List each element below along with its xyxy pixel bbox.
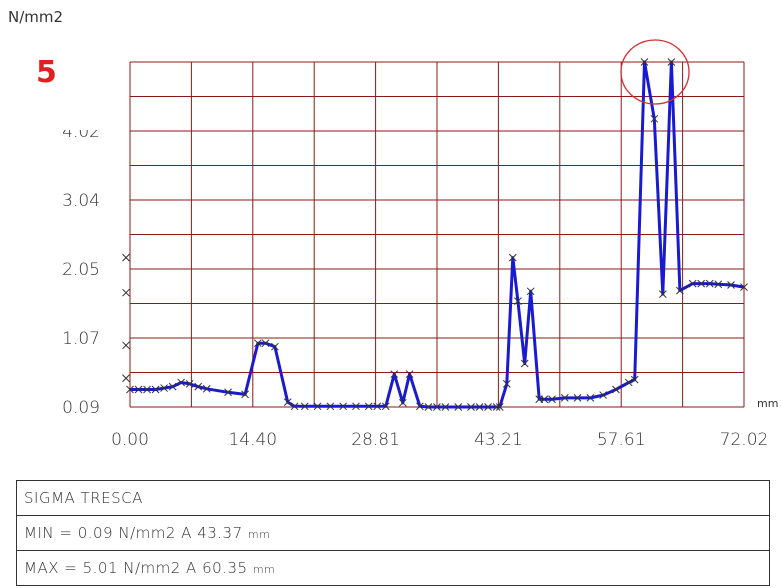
data-point-marker bbox=[640, 58, 649, 66]
summary-min-text: MIN = 0.09 N/mm2 A 43.37 bbox=[24, 524, 243, 542]
data-point-marker bbox=[390, 370, 399, 378]
x-axis-tick-labels: 0.00 14.40 28.81 43.21 57.61 72.02 bbox=[111, 430, 768, 450]
data-point-marker bbox=[424, 403, 433, 411]
figure-number-badge: 5 bbox=[36, 55, 57, 90]
data-point-marker bbox=[667, 58, 676, 66]
data-point-marker bbox=[540, 395, 549, 404]
data-point-marker bbox=[339, 402, 347, 411]
data-point-marker bbox=[492, 403, 501, 411]
data-point-marker bbox=[143, 385, 151, 394]
data-point-marker bbox=[586, 394, 595, 402]
data-point-marker bbox=[484, 403, 492, 411]
data-point-marker bbox=[475, 403, 484, 411]
y-tick-label: 0.09 bbox=[62, 398, 100, 418]
x-tick-label: 43.21 bbox=[474, 430, 523, 450]
summary-max-unit: mm bbox=[252, 563, 276, 576]
clipped-label-mask bbox=[20, 118, 120, 130]
data-point-marker bbox=[416, 402, 424, 411]
data-point-marker bbox=[508, 253, 517, 262]
data-point-marker bbox=[185, 380, 194, 388]
data-point-marker bbox=[454, 403, 463, 411]
data-point-marker bbox=[740, 283, 748, 291]
y-axis-unit: N/mm2 bbox=[8, 8, 63, 26]
data-point-marker bbox=[168, 382, 177, 391]
summary-table: SIGMA TRESCA MIN = 0.09 N/mm2 A 43.37 mm… bbox=[16, 480, 770, 586]
data-point-marker bbox=[612, 385, 620, 394]
data-point-marker bbox=[688, 279, 697, 288]
x-tick-label: 0.00 bbox=[111, 430, 149, 450]
data-point-marker bbox=[658, 290, 667, 298]
data-point-marker bbox=[194, 382, 203, 391]
y-axis-tick-labels: 0.091.072.053.044.02 bbox=[62, 122, 100, 418]
data-point-marker bbox=[495, 403, 504, 411]
data-point-marker bbox=[241, 390, 249, 399]
x-tick-label: 72.02 bbox=[720, 430, 769, 450]
data-point-marker bbox=[313, 402, 322, 411]
data-point-marker bbox=[630, 375, 639, 384]
data-point-marker bbox=[624, 378, 633, 387]
data-point-marker bbox=[271, 342, 279, 351]
summary-max-text: MAX = 5.01 N/mm2 A 60.35 bbox=[24, 559, 248, 577]
data-point-marker bbox=[526, 287, 535, 296]
tresca-series bbox=[130, 60, 745, 409]
max-highlight-circle bbox=[620, 39, 690, 105]
data-point-marker bbox=[122, 253, 130, 262]
data-point-marker bbox=[599, 391, 608, 399]
data-point-marker bbox=[373, 402, 382, 411]
y-tick-label: 2.05 bbox=[62, 260, 100, 280]
data-point-marker bbox=[300, 402, 309, 411]
data-point-marker bbox=[398, 398, 407, 407]
data-point-marker bbox=[520, 359, 529, 368]
data-point-marker bbox=[160, 384, 168, 392]
data-markers bbox=[122, 58, 748, 411]
data-point-marker bbox=[433, 403, 441, 411]
summary-min: MIN = 0.09 N/mm2 A 43.37 mm bbox=[16, 515, 770, 551]
x-tick-label: 14.40 bbox=[228, 430, 277, 450]
data-point-marker bbox=[122, 288, 130, 297]
x-tick-label: 28.81 bbox=[351, 430, 400, 450]
data-point-marker bbox=[714, 280, 723, 289]
data-point-marker bbox=[326, 402, 335, 411]
x-tick-label: 57.61 bbox=[597, 430, 646, 450]
data-point-marker bbox=[122, 341, 130, 350]
data-point-marker bbox=[261, 339, 270, 348]
data-point-marker bbox=[705, 279, 714, 288]
data-point-marker bbox=[548, 395, 556, 404]
series-line bbox=[130, 60, 745, 409]
data-point-marker bbox=[697, 279, 706, 288]
data-point-marker bbox=[202, 384, 211, 393]
data-point-marker bbox=[177, 378, 186, 387]
data-point-marker bbox=[560, 394, 569, 402]
data-point-marker bbox=[290, 402, 299, 411]
summary-max: MAX = 5.01 N/mm2 A 60.35 mm bbox=[16, 550, 770, 586]
data-point-marker bbox=[254, 339, 262, 348]
data-point-marker bbox=[126, 385, 134, 394]
data-point-marker bbox=[676, 286, 684, 295]
data-point-marker bbox=[405, 370, 414, 378]
summary-min-unit: mm bbox=[247, 528, 271, 541]
data-point-marker bbox=[727, 281, 735, 289]
data-point-marker bbox=[467, 403, 475, 411]
summary-title: SIGMA TRESCA bbox=[16, 480, 770, 516]
chart-grid bbox=[129, 61, 745, 408]
x-axis-unit: mm bbox=[757, 397, 778, 410]
data-point-marker bbox=[502, 380, 511, 388]
data-point-marker bbox=[151, 385, 160, 394]
data-point-marker bbox=[122, 374, 130, 383]
stress-chart: 0.091.072.053.044.02 0.00 14.40 28.81 43.21… bbox=[8, 8, 778, 450]
data-point-marker bbox=[650, 114, 659, 123]
data-point-marker bbox=[134, 385, 143, 394]
data-point-marker bbox=[514, 297, 522, 305]
data-point-marker bbox=[352, 402, 360, 411]
y-tick-label: 1.07 bbox=[62, 329, 100, 349]
y-tick-label: 3.04 bbox=[62, 191, 100, 211]
data-point-marker bbox=[364, 402, 373, 411]
data-point-marker bbox=[441, 403, 450, 411]
data-point-marker bbox=[224, 388, 232, 397]
data-point-marker bbox=[381, 402, 390, 411]
data-point-marker bbox=[283, 398, 292, 406]
data-point-marker bbox=[573, 394, 582, 402]
